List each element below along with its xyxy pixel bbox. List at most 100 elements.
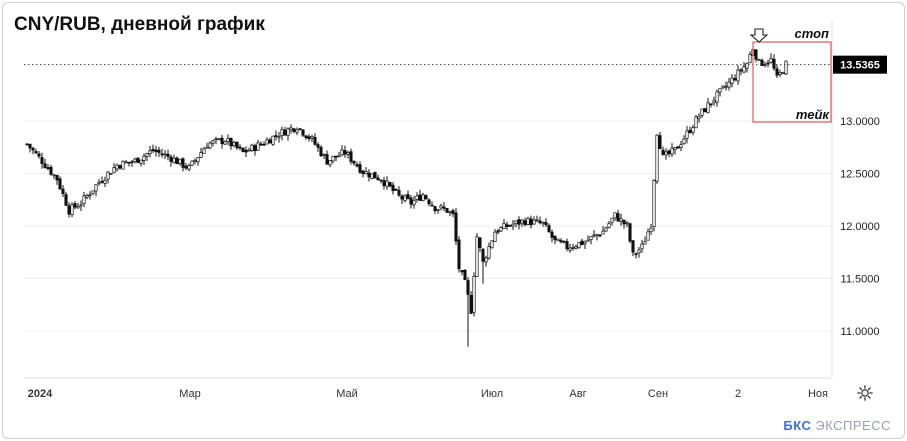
candle [637,246,641,258]
candle-body [58,178,62,190]
candle [202,146,206,154]
candle-body [676,146,680,149]
candle [490,240,494,249]
candle-body [502,222,506,229]
candle-body [202,148,206,154]
candle-body [154,149,158,152]
candle [382,176,386,190]
candle [502,219,506,229]
candle-body [523,220,527,226]
candle [340,145,344,157]
candle-body [388,182,392,187]
candle [79,200,83,211]
candle [232,140,236,148]
candle [655,134,659,184]
candle-body [661,149,665,155]
candle-body [550,231,554,238]
candle [73,201,77,210]
candle [616,209,620,222]
candle [409,194,413,209]
candle-body [412,199,416,206]
candle [463,268,467,281]
candle-body [748,54,752,64]
candle [766,59,770,68]
candle [88,191,92,200]
candle-body [175,157,179,165]
candle-body [115,164,119,170]
candle [235,141,239,150]
candle-body [37,153,41,157]
candle [304,135,308,140]
candle [430,201,434,207]
candle [106,170,110,184]
candle-body [271,135,275,145]
candle [664,148,668,160]
candle [175,156,179,165]
candle-body [121,160,125,170]
candle [148,146,152,158]
candle [520,219,524,227]
candle-body [718,88,722,93]
candle-body [610,217,614,223]
x-tick-label: Авг [569,388,586,400]
candle-body [55,174,59,181]
candle-body [541,221,545,224]
candle-body [124,161,128,164]
x-tick-label: Май [336,388,358,400]
candle-body [283,129,287,136]
candle-body [739,69,743,72]
candle-body [784,60,788,75]
candle-body [439,205,443,209]
candle [118,164,122,170]
candle-body [277,136,281,138]
candle [457,236,461,273]
candle-body [298,128,302,130]
candle-body [472,276,476,313]
candle-body [409,197,413,205]
candle-body [766,62,770,65]
candle-body [466,280,470,295]
candle [586,235,590,242]
candle [607,220,611,229]
candle [547,223,551,233]
candle-body [706,102,710,113]
candle [565,238,569,252]
candle-body [391,184,395,191]
candle-body [250,144,254,151]
candle [493,229,497,242]
candle [136,157,140,164]
candle-body [778,72,782,75]
candle [556,238,560,242]
candle [376,174,380,181]
candle [343,145,347,158]
candle [325,150,329,165]
candle-body [160,153,164,156]
candle [592,230,596,238]
candle-body [415,195,419,200]
candle-body [364,171,368,175]
candle [277,131,281,143]
candle-body [463,269,467,281]
grid-lines [24,20,833,379]
candle-body [556,238,560,242]
candle-body [130,161,134,164]
candle-body [40,157,44,164]
y-tick-label: 12.0000 [840,221,880,233]
candle [61,185,65,198]
candle [370,173,374,180]
candle [523,217,527,227]
x-tick-label: Сен [648,388,668,400]
candle-body [583,241,587,245]
candle [253,143,257,156]
candle [505,221,509,231]
candle [211,139,215,147]
candle-body [118,165,122,169]
candle [460,269,464,276]
candle [622,219,626,229]
gear-icon[interactable] [856,384,874,402]
candle [415,192,419,203]
candle [184,162,188,171]
candle-body [631,240,635,253]
candle-body [310,136,314,139]
